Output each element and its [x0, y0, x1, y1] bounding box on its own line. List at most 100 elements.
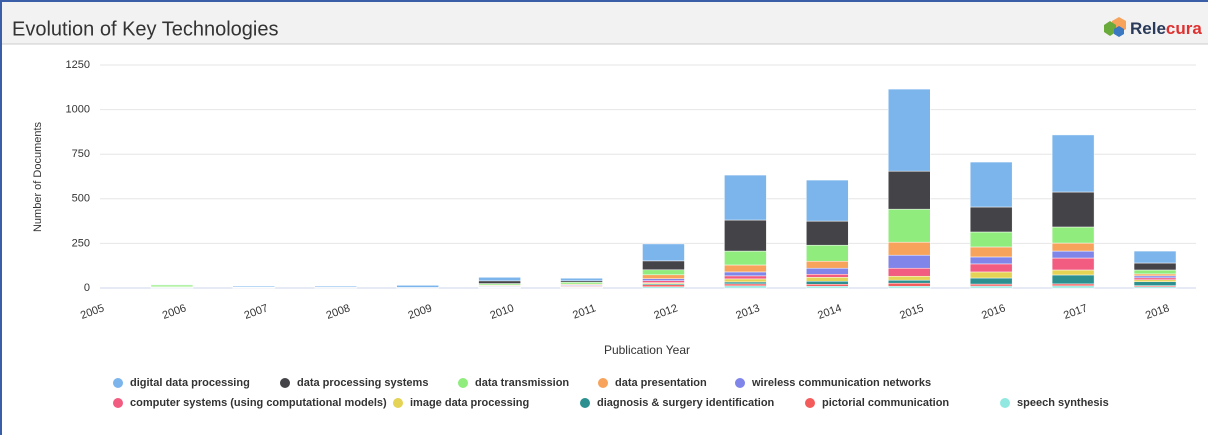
legend-label: wireless communication networks: [751, 377, 931, 389]
bar-segment: [478, 280, 521, 284]
bar-segment: [969, 277, 1013, 285]
bar-segment: [888, 282, 931, 287]
bar-segment: [1051, 274, 1095, 285]
bar-segment: [888, 275, 931, 281]
legend-label: computer systems (using computational mo…: [130, 397, 387, 409]
legend-swatch: [113, 398, 123, 408]
bar-segment: [806, 285, 849, 289]
bar-segment: [969, 271, 1013, 279]
bar-segment: [969, 285, 1013, 289]
bar-segment: [888, 285, 931, 289]
bar-segment: [1051, 191, 1095, 228]
bar-segment: [969, 283, 1013, 287]
legend-swatch: [735, 378, 745, 388]
y-axis-title: Number of Documents: [32, 121, 44, 232]
bar-segment: [724, 271, 767, 277]
x-axis-title: Publication Year: [604, 343, 690, 357]
logo-left: Rele: [1130, 19, 1166, 38]
legend-label: speech synthesis: [1017, 397, 1109, 409]
bar-segment: [806, 277, 849, 282]
logo-right: cura: [1166, 19, 1202, 38]
legend-swatch: [393, 398, 403, 408]
bar-segment: [560, 282, 603, 285]
y-tick-label: 1000: [66, 104, 90, 116]
bar-segment: [888, 267, 931, 277]
bar-segment: [642, 280, 685, 283]
bar-segment: [642, 243, 685, 262]
y-tick-label: 250: [72, 237, 90, 249]
bar-segment: [806, 267, 849, 275]
bar-segment: [806, 179, 849, 222]
bar-segment: [888, 208, 931, 243]
bar-segment: [642, 260, 685, 271]
bar-segment: [806, 244, 849, 262]
legend-label: pictorial communication: [822, 397, 949, 409]
bar-segment: [969, 263, 1013, 273]
bar-segment: [888, 279, 931, 284]
legend-swatch: [1000, 398, 1010, 408]
bar-segment: [1051, 250, 1095, 259]
bar-segment: [724, 219, 767, 252]
bar-segment: [1133, 273, 1177, 277]
bar-segment: [642, 278, 685, 281]
bar-segment: [560, 277, 603, 282]
bar-segment: [1133, 262, 1177, 271]
legend-label: digital data processing: [130, 377, 250, 389]
bar-segment: [969, 256, 1013, 265]
legend-swatch: [113, 378, 123, 388]
bar-segment: [314, 285, 357, 288]
bar-segment: [888, 88, 931, 172]
bar-segment: [1051, 242, 1095, 252]
bar-segment: [1133, 277, 1177, 281]
bar-segment: [724, 283, 767, 287]
y-tick-label: 1250: [66, 59, 90, 71]
bar-segment: [396, 285, 439, 288]
bar-segment: [724, 281, 767, 285]
legend-label: data processing systems: [297, 377, 428, 389]
logo-icon: [1104, 17, 1126, 37]
bar-segment: [806, 260, 849, 269]
bar-segment: [969, 246, 1013, 258]
legend-swatch: [580, 398, 590, 408]
legend-swatch: [458, 378, 468, 388]
bar-segment: [806, 280, 849, 285]
bar-segment: [232, 285, 276, 288]
header-bg: [0, 0, 1208, 44]
bar-segment: [724, 174, 767, 221]
bar-segment: [1133, 269, 1177, 275]
bar-segment: [969, 206, 1013, 233]
bar-segment: [1133, 275, 1177, 279]
bar-segment: [1051, 269, 1095, 276]
bar-segment: [1051, 134, 1095, 193]
bar-segment: [1051, 257, 1095, 271]
bar-segment: [1051, 226, 1095, 244]
bar-segment: [642, 274, 685, 279]
logo-text: Relecura: [1130, 19, 1202, 38]
y-tick-label: 0: [84, 282, 90, 294]
bar-segment: [1051, 283, 1095, 287]
bar-segment: [724, 285, 767, 289]
bar-segment: [1133, 250, 1177, 264]
legend-swatch: [280, 378, 290, 388]
legend-label: image data processing: [410, 397, 529, 409]
bar-segment: [1051, 285, 1095, 289]
bar-segment: [642, 284, 685, 288]
bar-segment: [969, 231, 1013, 248]
bar-segment: [150, 284, 194, 288]
bar-segment: [1133, 281, 1177, 286]
bar-segment: [150, 284, 194, 286]
bar-segment: [478, 277, 521, 282]
legend-swatch: [598, 378, 608, 388]
header-title: Evolution of Key Technologies: [12, 18, 278, 40]
legend-label: diagnosis & surgery identification: [597, 397, 775, 409]
bar-segment: [806, 220, 849, 246]
bar-segment: [888, 170, 931, 210]
legend-swatch: [805, 398, 815, 408]
legend-label: data transmission: [475, 377, 569, 389]
legend-label: data presentation: [615, 377, 707, 389]
bar-segment: [724, 275, 767, 280]
bar-segment: [969, 161, 1013, 208]
bar-segment: [724, 278, 767, 283]
bar-segment: [724, 264, 767, 273]
